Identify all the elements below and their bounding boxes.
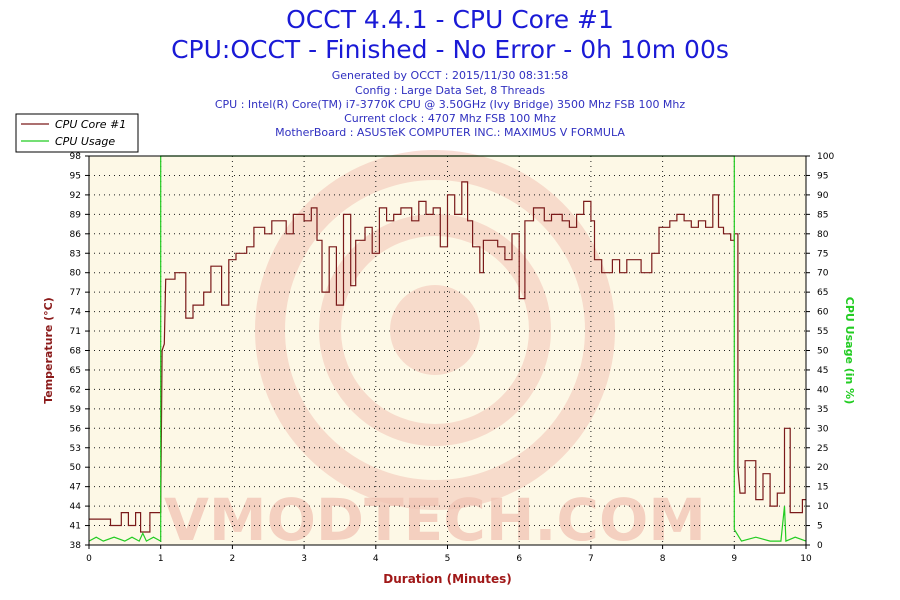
y-tick-label: 83: [70, 249, 81, 259]
series-line-temperature: [89, 181, 806, 533]
y2-tick-label: 30: [817, 424, 829, 434]
y-tick-label: 56: [70, 424, 82, 434]
x-tick-label: 7: [588, 554, 594, 564]
chart-title: OCCT 4.4.1 - CPU Core #1: [286, 5, 614, 34]
y2-tick-label: 25: [817, 444, 828, 454]
y-tick-label: 95: [70, 171, 81, 181]
series-line-usage: [88, 155, 807, 543]
y-tick-label: 74: [70, 308, 82, 318]
y-axis-label: Temperature (°C): [42, 297, 55, 404]
y-tick-label: 44: [70, 502, 82, 512]
y2-tick-label: 40: [817, 385, 829, 395]
watermark: VMODTECH.COM: [164, 150, 706, 554]
y2-tick-label: 100: [817, 152, 834, 162]
watermark-ring: [319, 214, 551, 446]
legend: CPU Core #1 CPU Usage: [15, 113, 139, 153]
y2-tick-label: 70: [817, 269, 829, 279]
axes: 3841444750535659626568717477808386899295…: [42, 152, 856, 586]
y2-tick-label: 95: [817, 171, 828, 181]
info-cpu: CPU : Intel(R) Core(TM) i7-3770K CPU @ 3…: [214, 98, 686, 111]
y-tick-label: 80: [70, 269, 82, 279]
x-tick-label: 10: [800, 554, 812, 564]
y2-tick-label: 5: [817, 522, 823, 532]
y-tick-label: 53: [70, 444, 81, 454]
watermark-text: VMODTECH.COM: [164, 486, 706, 554]
x-tick-label: 6: [516, 554, 522, 564]
y2-tick-label: 75: [817, 249, 828, 259]
y-tick-label: 68: [70, 347, 82, 357]
legend-label: CPU Core #1: [55, 118, 126, 131]
y-tick-label: 89: [70, 210, 82, 220]
y2-tick-label: 15: [817, 483, 828, 493]
watermark-center: [390, 285, 480, 375]
y-tick-label: 86: [70, 230, 82, 240]
y2-tick-label: 45: [817, 366, 828, 376]
y2-tick-label: 90: [817, 191, 829, 201]
y-tick-label: 92: [70, 191, 81, 201]
info-config: Config : Large Data Set, 8 Threads: [355, 84, 545, 97]
y2-tick-label: 80: [817, 230, 829, 240]
x-tick-label: 8: [660, 554, 666, 564]
y-tick-label: 41: [70, 522, 81, 532]
y-tick-label: 77: [70, 288, 81, 298]
x-tick-label: 4: [373, 554, 379, 564]
y-tick-label: 98: [70, 152, 82, 162]
y2-tick-label: 60: [817, 308, 829, 318]
x-tick-label: 9: [731, 554, 737, 564]
y2-tick-label: 10: [817, 502, 829, 512]
x-tick-label: 5: [445, 554, 451, 564]
y2-tick-label: 85: [817, 210, 828, 220]
y2-tick-label: 20: [817, 463, 829, 473]
x-tick-label: 3: [301, 554, 307, 564]
y2-tick-label: 55: [817, 327, 828, 337]
y-tick-label: 65: [70, 366, 81, 376]
info-clock: Current clock : 4707 Mhz FSB 100 Mhz: [344, 112, 556, 125]
x-axis-label: Duration (Minutes): [383, 572, 511, 586]
y-tick-label: 38: [70, 541, 82, 551]
x-tick-label: 2: [230, 554, 236, 564]
y2-axis-label: CPU Usage (in %): [843, 297, 856, 404]
chart-subtitle: CPU:OCCT - Finished - No Error - 0h 10m …: [171, 35, 729, 64]
y-tick-label: 62: [70, 385, 81, 395]
x-tick-label: 1: [158, 554, 164, 564]
y-tick-label: 71: [70, 327, 81, 337]
y2-tick-label: 65: [817, 288, 828, 298]
y2-tick-label: 0: [817, 541, 823, 551]
info-generated: Generated by OCCT : 2015/11/30 08:31:58: [331, 69, 569, 82]
legend-label: CPU Usage: [55, 135, 115, 148]
x-tick-label: 0: [86, 554, 92, 564]
y2-tick-label: 50: [817, 347, 829, 357]
series-layer: [88, 155, 807, 543]
legend-box: [15, 113, 139, 153]
y2-tick-label: 35: [817, 405, 828, 415]
y-tick-label: 47: [70, 483, 81, 493]
y-tick-label: 50: [70, 463, 82, 473]
watermark-ring: [255, 150, 615, 510]
info-motherboard: MotherBoard : ASUSTeK COMPUTER INC.: MAX…: [275, 126, 625, 139]
y-tick-label: 59: [70, 405, 82, 415]
